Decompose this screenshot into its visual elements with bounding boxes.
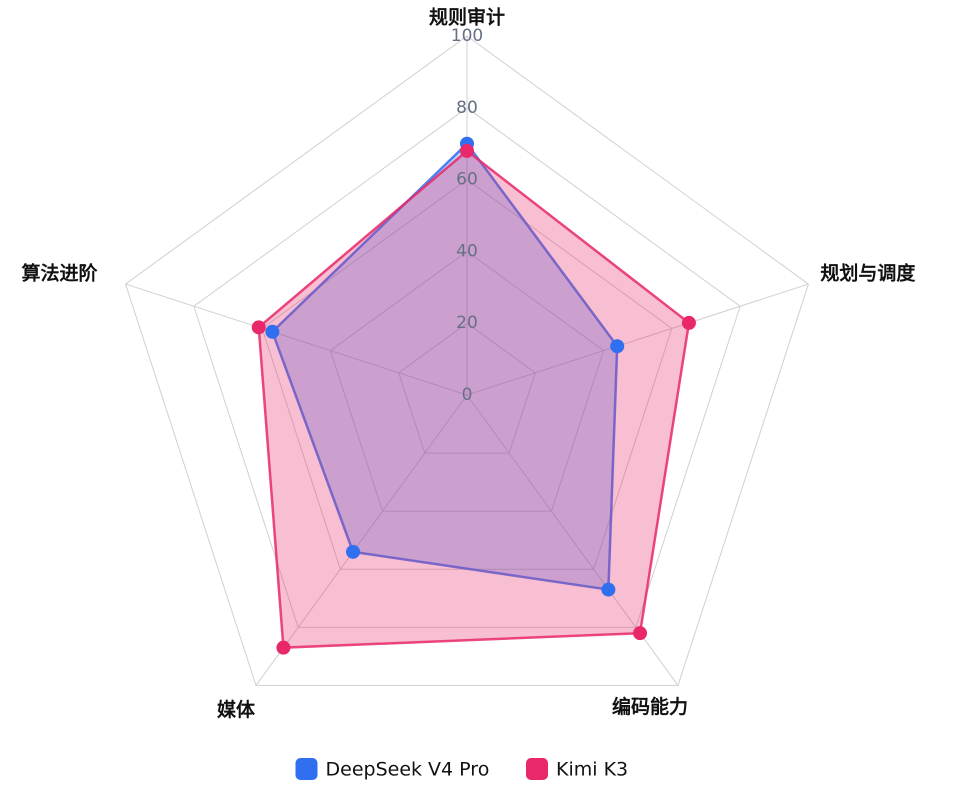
legend-item[interactable]: Kimi K3 <box>526 758 628 781</box>
axis-label: 算法进阶 <box>22 262 99 285</box>
legend-label[interactable]: DeepSeek V4 Pro <box>326 759 490 781</box>
tick-label: 20 <box>456 313 478 333</box>
data-point <box>265 324 280 339</box>
grid-ring <box>193 107 741 628</box>
grid-ring <box>329 250 605 512</box>
legend-swatch[interactable] <box>526 758 548 780</box>
tick-label: 80 <box>456 98 478 118</box>
data-point <box>460 143 474 158</box>
data-point <box>610 339 625 354</box>
spoke <box>255 394 468 686</box>
spoke <box>466 283 809 396</box>
tick-label: 100 <box>451 26 483 46</box>
series-area <box>257 149 691 649</box>
tick-label: 0 <box>462 385 473 405</box>
grid-ring <box>398 322 536 454</box>
axis-label: 媒体 <box>217 698 256 721</box>
data-point <box>633 626 648 641</box>
axis-label: 编码能力 <box>612 695 688 718</box>
data-point <box>251 320 266 335</box>
series-area <box>270 141 619 592</box>
data-point <box>601 582 616 597</box>
data-point <box>681 315 696 330</box>
legend-swatch[interactable] <box>295 758 318 780</box>
axis-label: 规划与调度 <box>820 262 916 285</box>
axis-label: 规则审计 <box>429 6 505 29</box>
legend-item[interactable]: DeepSeek V4 Pro <box>295 758 490 781</box>
tick-label: 40 <box>456 241 478 261</box>
grid-ring <box>124 35 810 686</box>
legend-label[interactable]: Kimi K3 <box>556 759 628 781</box>
tick-label: 60 <box>456 170 478 190</box>
data-point <box>346 544 361 559</box>
data-point <box>276 640 291 655</box>
spoke <box>125 283 468 396</box>
